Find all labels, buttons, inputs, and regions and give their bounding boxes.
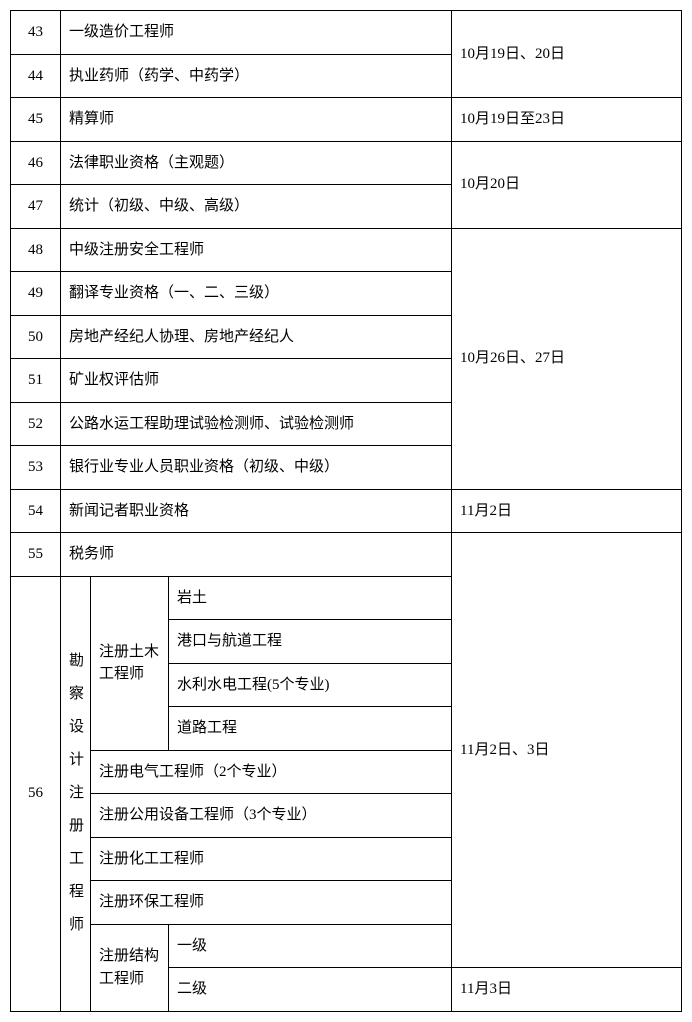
exam-schedule-table: 43 一级造价工程师 10月19日、20日 44 执业药师（药学、中药学） 45… (10, 10, 682, 1012)
row-number: 55 (11, 533, 61, 577)
exam-name: 执业药师（药学、中药学） (61, 54, 452, 98)
exam-name: 岩土 (169, 576, 452, 620)
table-row: 54 新闻记者职业资格 11月2日 (11, 489, 682, 533)
row-number: 52 (11, 402, 61, 446)
exam-name: 税务师 (61, 533, 452, 577)
exam-name: 注册电气工程师（2个专业） (91, 750, 452, 794)
exam-date: 11月2日、3日 (452, 533, 682, 968)
table-row: 55 税务师 11月2日、3日 (11, 533, 682, 577)
exam-name: 公路水运工程助理试验检测师、试验检测师 (61, 402, 452, 446)
exam-date: 10月26日、27日 (452, 228, 682, 489)
row-number: 50 (11, 315, 61, 359)
row-number: 48 (11, 228, 61, 272)
row-number: 49 (11, 272, 61, 316)
row-number: 56 (11, 576, 61, 1011)
row-number: 43 (11, 11, 61, 55)
exam-name: 新闻记者职业资格 (61, 489, 452, 533)
exam-name: 法律职业资格（主观题） (61, 141, 452, 185)
category-label: 勘察设计注册工程师 (61, 576, 91, 1011)
table-row: 46 法律职业资格（主观题） 10月20日 (11, 141, 682, 185)
row-number: 45 (11, 98, 61, 142)
exam-date: 11月3日 (452, 968, 682, 1012)
exam-name: 道路工程 (169, 707, 452, 751)
row-number: 51 (11, 359, 61, 403)
exam-name: 中级注册安全工程师 (61, 228, 452, 272)
exam-name: 二级 (169, 968, 452, 1012)
exam-name: 港口与航道工程 (169, 620, 452, 664)
exam-date: 11月2日 (452, 489, 682, 533)
sub-category: 注册结构工程师 (91, 924, 169, 1011)
exam-name: 银行业专业人员职业资格（初级、中级） (61, 446, 452, 490)
sub-category: 注册土木工程师 (91, 576, 169, 750)
exam-date: 10月19日至23日 (452, 98, 682, 142)
exam-name: 一级 (169, 924, 452, 968)
row-number: 54 (11, 489, 61, 533)
exam-name: 注册公用设备工程师（3个专业） (91, 794, 452, 838)
table-row: 43 一级造价工程师 10月19日、20日 (11, 11, 682, 55)
exam-name: 统计（初级、中级、高级） (61, 185, 452, 229)
row-number: 46 (11, 141, 61, 185)
row-number: 44 (11, 54, 61, 98)
exam-name: 注册环保工程师 (91, 881, 452, 925)
row-number: 47 (11, 185, 61, 229)
row-number: 53 (11, 446, 61, 490)
category-text: 勘察设计注册工程师 (69, 645, 82, 942)
exam-date: 10月19日、20日 (452, 11, 682, 98)
table-row: 45 精算师 10月19日至23日 (11, 98, 682, 142)
exam-name: 房地产经纪人协理、房地产经纪人 (61, 315, 452, 359)
table-row: 48 中级注册安全工程师 10月26日、27日 (11, 228, 682, 272)
exam-name: 矿业权评估师 (61, 359, 452, 403)
exam-name: 水利水电工程(5个专业) (169, 663, 452, 707)
exam-name: 精算师 (61, 98, 452, 142)
exam-name: 注册化工工程师 (91, 837, 452, 881)
exam-date: 10月20日 (452, 141, 682, 228)
exam-name: 翻译专业资格（一、二、三级） (61, 272, 452, 316)
exam-name: 一级造价工程师 (61, 11, 452, 55)
